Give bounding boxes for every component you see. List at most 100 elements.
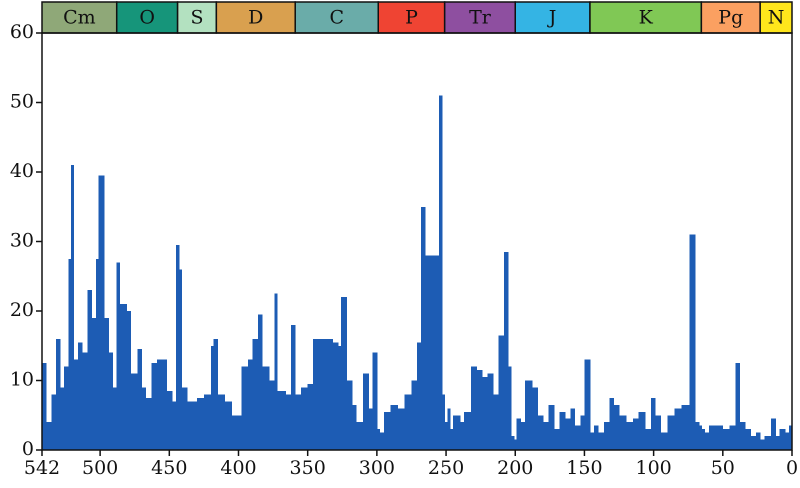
- bar: [274, 293, 278, 450]
- bar: [51, 394, 57, 450]
- bar: [674, 408, 682, 450]
- bar: [332, 342, 339, 450]
- period-box: [759, 1, 793, 34]
- bar: [701, 429, 706, 450]
- bar: [498, 335, 505, 450]
- bar: [55, 338, 61, 450]
- bar: [421, 206, 426, 450]
- bar: [750, 436, 757, 450]
- bar: [108, 352, 113, 450]
- bar: [77, 342, 83, 450]
- bar: [708, 425, 717, 450]
- x-tick-label: 500: [82, 457, 118, 479]
- bar: [203, 394, 212, 450]
- bar: [376, 429, 381, 450]
- bar: [231, 415, 242, 450]
- bar: [548, 404, 555, 450]
- bar: [444, 422, 448, 450]
- bar: [645, 429, 652, 450]
- bar: [417, 342, 422, 450]
- x-tick-label: 450: [151, 457, 187, 479]
- y-tick-label: 20: [10, 299, 34, 321]
- bar: [82, 352, 89, 450]
- bar: [248, 359, 253, 450]
- bar: [321, 338, 333, 450]
- bar: [667, 415, 675, 450]
- bar: [368, 408, 374, 450]
- bar: [187, 401, 198, 450]
- bar: [285, 394, 292, 450]
- bar: [764, 436, 772, 450]
- period-label: S: [190, 7, 203, 29]
- bar: [715, 425, 724, 450]
- bar: [439, 95, 443, 451]
- bar: [307, 383, 314, 450]
- period-label: Cm: [63, 7, 96, 29]
- bar: [224, 401, 232, 450]
- bar: [73, 359, 79, 450]
- bar: [46, 422, 53, 450]
- bar: [756, 432, 761, 450]
- bar: [340, 297, 347, 450]
- bar: [603, 422, 610, 450]
- bar: [511, 436, 515, 450]
- bar: [130, 373, 138, 450]
- bar: [524, 380, 533, 450]
- bar: [625, 422, 634, 450]
- bar: [277, 390, 286, 450]
- bar: [181, 387, 188, 450]
- period-label: D: [248, 7, 263, 29]
- bar: [137, 349, 143, 450]
- bar: [166, 390, 173, 450]
- bar: [91, 317, 97, 450]
- bar: [655, 415, 661, 450]
- bar: [145, 397, 152, 450]
- bar: [338, 345, 342, 450]
- y-tick-label: 50: [10, 91, 34, 113]
- bar: [379, 432, 385, 450]
- bar: [411, 380, 418, 450]
- bar: [257, 314, 263, 450]
- bar: [268, 380, 275, 450]
- bar: [210, 345, 214, 450]
- bar: [252, 338, 259, 450]
- bar: [722, 429, 731, 450]
- bar: [476, 370, 483, 450]
- bar: [141, 387, 147, 450]
- bar: [553, 429, 560, 450]
- bar: [589, 432, 595, 450]
- period-label: N: [768, 7, 785, 29]
- bar: [217, 394, 226, 450]
- bar: [619, 415, 627, 450]
- bar: [126, 311, 131, 450]
- period-box: [700, 1, 761, 34]
- bar: [704, 432, 710, 450]
- bar: [383, 411, 392, 450]
- bar: [68, 258, 72, 450]
- bar: [178, 269, 183, 450]
- bar: [504, 251, 509, 450]
- bar: [565, 418, 571, 450]
- x-tick-label: 250: [428, 457, 464, 479]
- period-box: [115, 1, 179, 34]
- bar: [176, 244, 180, 450]
- x-tick-label: 0: [786, 457, 798, 479]
- bar: [632, 418, 639, 450]
- bar: [104, 317, 109, 450]
- y-tick-label: 30: [10, 230, 34, 252]
- bar: [470, 366, 477, 450]
- bar: [87, 290, 93, 450]
- bar: [433, 255, 440, 450]
- x-tick-label: 542: [24, 457, 60, 479]
- bar: [156, 359, 167, 450]
- bar: [430, 255, 435, 450]
- bar: [372, 352, 378, 450]
- bar: [482, 377, 488, 450]
- bar: [775, 436, 780, 450]
- bar: [609, 397, 614, 450]
- bar: [98, 175, 105, 450]
- period-label: Tr: [469, 7, 492, 29]
- x-tick-label: 100: [635, 457, 671, 479]
- bar: [196, 397, 205, 450]
